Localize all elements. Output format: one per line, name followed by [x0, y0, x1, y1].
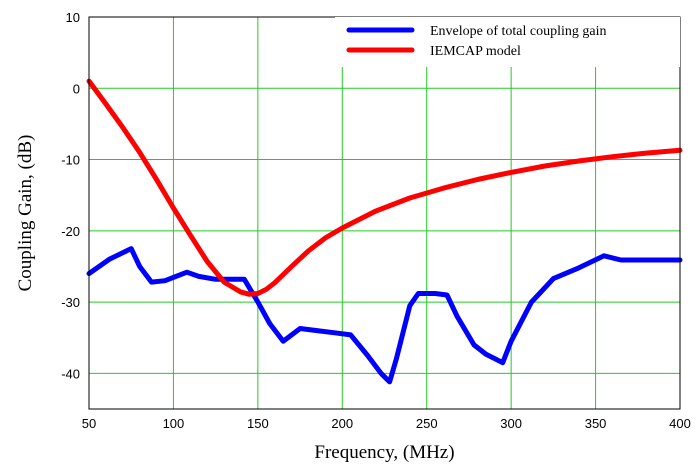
legend-box	[335, 17, 680, 67]
series-layer	[86, 78, 683, 385]
y-tick-label: 0	[73, 81, 80, 96]
series-line-1	[86, 246, 683, 385]
legend-label-2: IEMCAP model	[430, 44, 521, 59]
x-tick-label: 100	[163, 416, 185, 431]
y-tick-label: -30	[61, 295, 80, 310]
legend-label-1: Envelope of total coupling gain	[430, 24, 607, 39]
x-tick-label: 300	[500, 416, 522, 431]
y-tick-label: 10	[66, 10, 80, 25]
y-tick-label: -40	[61, 366, 80, 381]
legend: Envelope of total coupling gain IEMCAP mo…	[335, 17, 680, 67]
y-tick-label: -10	[61, 153, 80, 168]
y-axis-title: Coupling Gain, (dB)	[15, 135, 36, 292]
x-tick-label: 350	[585, 416, 607, 431]
x-tick-label: 150	[247, 416, 269, 431]
x-tick-label: 200	[331, 416, 353, 431]
series-line-2	[86, 78, 683, 297]
x-tick-label: 400	[669, 416, 691, 431]
x-axis-title: Frequency, (MHz)	[314, 442, 454, 463]
x-tick-label: 50	[82, 416, 96, 431]
x-tick-label: 250	[416, 416, 438, 431]
y-tick-label: -20	[61, 224, 80, 239]
